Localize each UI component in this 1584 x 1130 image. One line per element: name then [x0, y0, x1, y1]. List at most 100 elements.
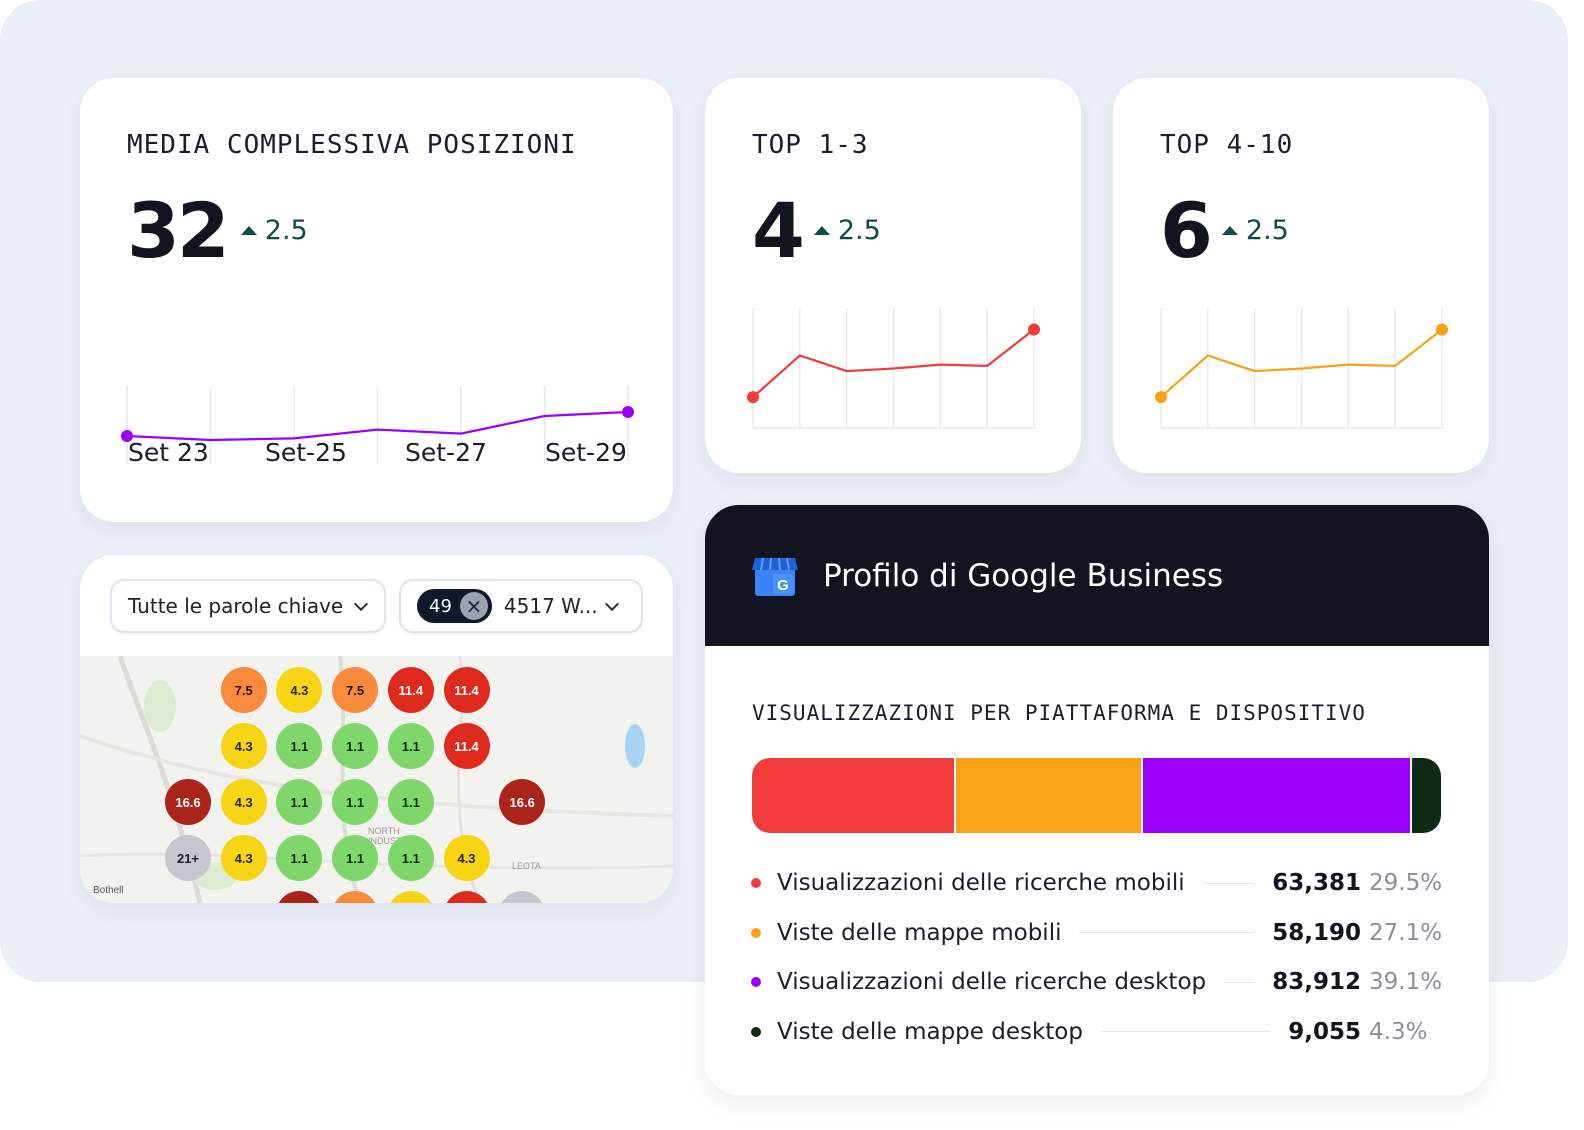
count-pill: 49 ×	[417, 589, 492, 623]
rank-dot[interactable]: 4.3	[443, 835, 490, 881]
legend-row: Viste delle mappe desktop 9,055 4.3%	[751, 1012, 1441, 1052]
rank-dot[interactable]: 4.3	[276, 667, 323, 713]
legend-dot-icon	[751, 977, 761, 987]
google-business-card: G Profilo di Google Business VISUALIZZAZ…	[705, 505, 1489, 1095]
gbp-header: G Profilo di Google Business	[705, 505, 1489, 646]
bar-segment	[752, 758, 954, 833]
data-point	[622, 406, 634, 418]
card-title: TOP 1-3	[752, 130, 869, 160]
rank-dot[interactable]: 1.1	[332, 723, 379, 769]
rank-dot[interactable]: 16.6	[165, 779, 211, 825]
up-arrow-icon	[1221, 226, 1238, 235]
close-icon[interactable]: ×	[459, 592, 488, 620]
legend-row: Viste delle mappe mobili 58,190 27.1%	[751, 913, 1443, 953]
top-4-10-line-chart	[1155, 308, 1448, 429]
overall-line-chart	[121, 386, 634, 464]
delta-badge: 2.5	[1221, 215, 1289, 246]
rank-dot[interactable]: 7.5	[332, 667, 379, 713]
card-title: TOP 4-10	[1160, 130, 1294, 160]
svg-text:G: G	[777, 577, 789, 594]
legend-leader-line	[1079, 932, 1255, 933]
delta-badge: 2.5	[240, 215, 308, 246]
location-select-value: 4517 W...	[503, 594, 598, 618]
rank-dot[interactable]: 1.1	[387, 779, 434, 825]
x-tick-label: Set 23	[128, 438, 209, 467]
legend-dot-icon	[751, 878, 761, 888]
legend-label: Visualizzazioni delle ricerche mobili	[777, 870, 1185, 896]
bar-segment	[1412, 758, 1441, 833]
location-select[interactable]: 49 × 4517 W...	[399, 579, 643, 633]
legend-value: 83,912	[1272, 969, 1361, 995]
up-arrow-icon	[240, 226, 257, 235]
legend-value: 63,381	[1272, 870, 1361, 896]
keyword-select[interactable]: Tutte le parole chiave	[110, 579, 386, 633]
rank-dot[interactable]: 1.1	[387, 835, 434, 881]
rank-dot[interactable]: 21+	[165, 835, 211, 881]
top-1-3-card: TOP 1-3 4 2.5	[705, 78, 1081, 473]
rank-dot[interactable]: 11.4	[443, 723, 490, 769]
metric-value: 4	[752, 186, 805, 275]
data-point	[1028, 323, 1040, 336]
bar-segment	[955, 758, 1142, 833]
metric-value: 6	[1160, 186, 1213, 275]
stacked-bar	[752, 758, 1441, 833]
chevron-down-icon	[353, 596, 369, 612]
map-label: Bothell	[93, 885, 124, 896]
legend-percent: 39.1%	[1369, 969, 1443, 995]
legend-label: Viste delle mappe desktop	[777, 1018, 1083, 1045]
legend-leader-line	[1100, 1031, 1271, 1032]
rank-dot[interactable]: 11.4	[387, 667, 434, 713]
chevron-down-icon	[604, 596, 620, 612]
legend-value: 9,055	[1288, 1018, 1361, 1045]
keyword-select-value: Tutte le parole chiave	[128, 594, 344, 618]
legend-percent: 4.3%	[1369, 1018, 1428, 1045]
rank-dot[interactable]: 4.3	[220, 835, 267, 881]
data-point	[747, 391, 759, 404]
top-4-10-card: TOP 4-10 6 2.5	[1113, 78, 1489, 473]
rank-dot[interactable]	[332, 891, 379, 903]
delta-badge: 2.5	[813, 215, 881, 246]
rank-dot[interactable]: 1.1	[332, 835, 379, 881]
data-point	[1155, 391, 1167, 404]
legend-row: Visualizzazioni delle ricerche mobili 63,…	[751, 863, 1443, 903]
legend-leader-line	[1224, 981, 1255, 983]
legend-label: Visualizzazioni delle ricerche desktop	[777, 969, 1207, 995]
rank-dot[interactable]: 1.1	[276, 835, 323, 881]
legend-percent: 29.5%	[1369, 870, 1443, 896]
series-line	[752, 328, 1035, 398]
rank-dot[interactable]: 1.1	[332, 779, 379, 825]
legend-leader-line	[1202, 882, 1255, 884]
rank-dot[interactable]: 4.3	[220, 779, 267, 825]
rank-dot[interactable]: 1.1	[276, 723, 323, 769]
x-tick-label: Set-27	[405, 438, 487, 467]
rank-dot[interactable]: 16.6	[499, 779, 546, 825]
rank-dot[interactable]	[276, 891, 323, 903]
rank-dot[interactable]: 7.5	[220, 667, 267, 713]
metric-value: 32	[127, 186, 230, 275]
legend-percent: 27.1%	[1369, 919, 1443, 946]
delta-value: 2.5	[837, 215, 881, 246]
x-tick-label: Set-25	[265, 438, 347, 467]
legend-label: Viste delle mappe mobili	[777, 919, 1062, 946]
overall-position-card: MEDIA COMPLESSIVA POSIZIONI 32 2.5 Set 2…	[80, 78, 673, 522]
legend-dot-icon	[751, 1026, 761, 1037]
top-1-3-line-chart	[747, 308, 1040, 429]
series-line	[126, 410, 629, 442]
gbp-title: Profilo di Google Business	[823, 557, 1224, 594]
map-label: NORTH	[368, 826, 400, 836]
legend-dot-icon	[751, 927, 761, 938]
delta-value: 2.5	[1245, 215, 1289, 246]
rank-dot[interactable]: 4.3	[220, 723, 267, 769]
rank-dot[interactable]: 1.1	[387, 723, 434, 769]
rank-dot[interactable]	[443, 891, 490, 903]
rank-map[interactable]: Bothell NORTH INDUSTRIAL LEOTA 7.54.37.5…	[80, 656, 673, 903]
card-title: MEDIA COMPLESSIVA POSIZIONI	[127, 130, 577, 160]
legend-value: 58,190	[1272, 919, 1361, 946]
rank-dot[interactable]	[387, 891, 434, 903]
legend-row: Visualizzazioni delle ricerche desktop 83…	[751, 962, 1443, 1002]
rank-dot[interactable]: 1.1	[276, 779, 323, 825]
rank-dot[interactable]	[499, 891, 546, 903]
data-point	[1436, 323, 1448, 336]
rank-dot[interactable]: 11.4	[443, 667, 490, 713]
data-point	[121, 430, 133, 442]
